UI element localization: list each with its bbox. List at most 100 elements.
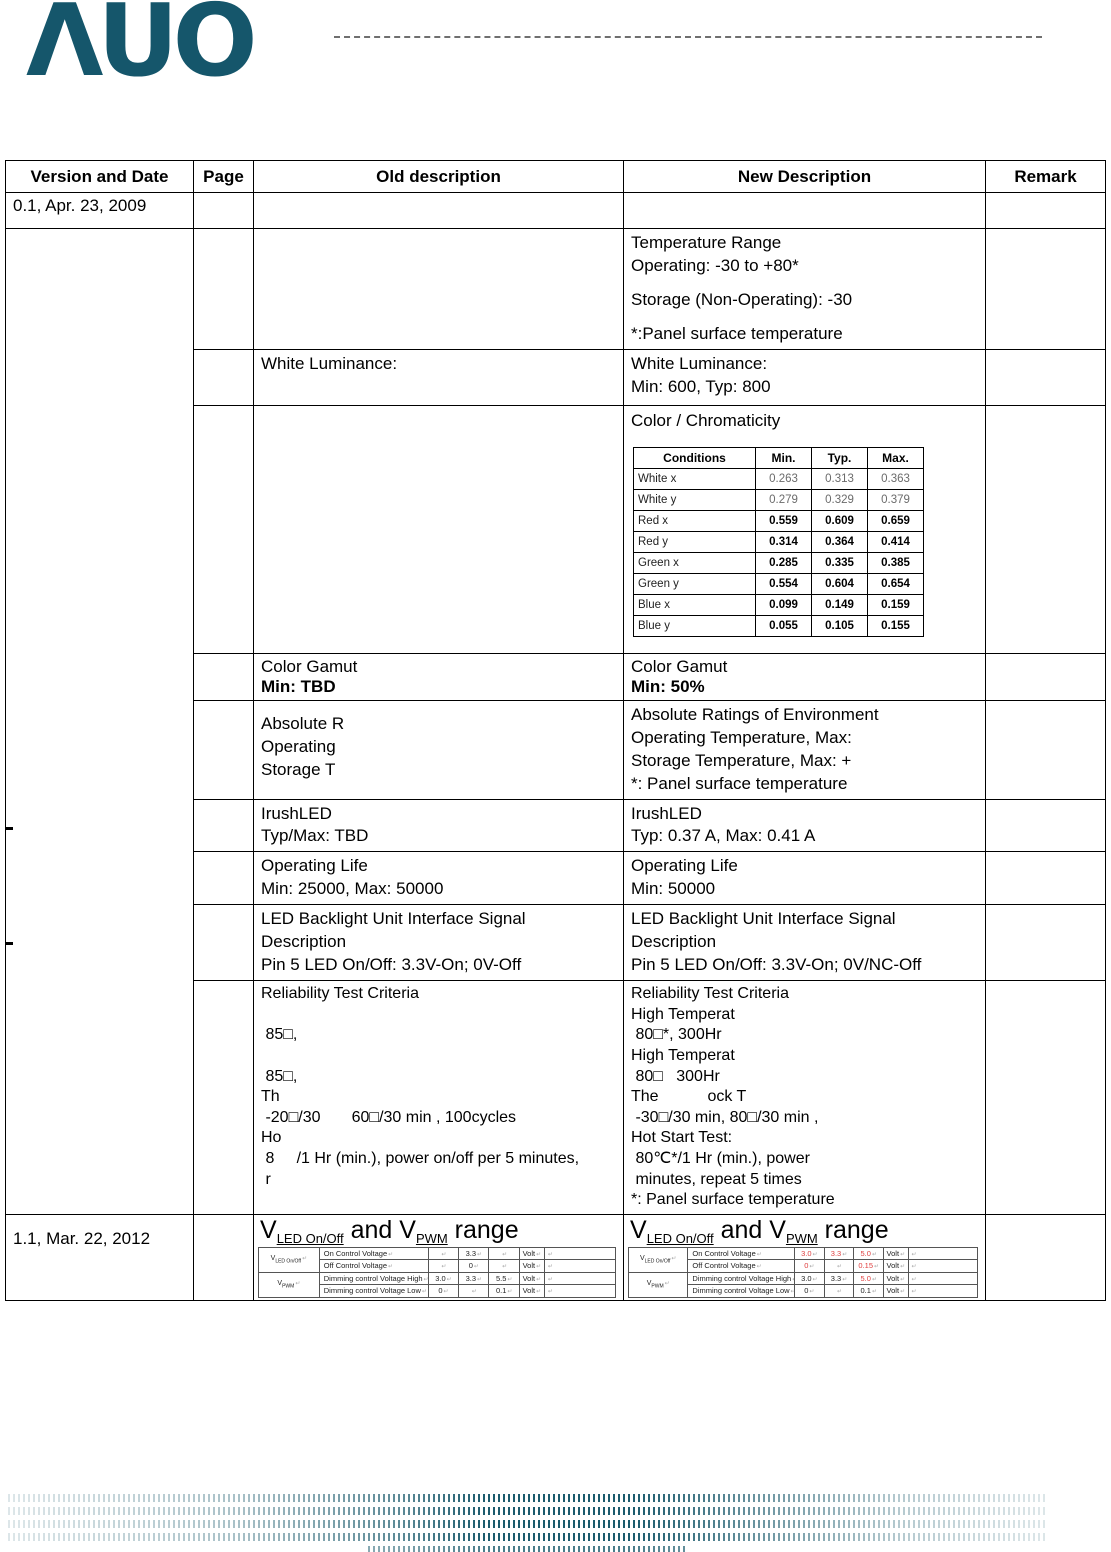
chromaticity-value: 0.099 — [755, 593, 812, 616]
vrange-value-text: 0.15 — [858, 1261, 874, 1271]
chromaticity-condition: Green x — [633, 551, 756, 574]
text-line: Typ/Max: TBD — [261, 826, 369, 846]
vrange-value: 3.3↵ — [458, 1271, 490, 1286]
page-cell — [193, 980, 254, 1215]
text-line: Pin 5 LED On/Off: 3.3V-On; 0V/NC-Off — [631, 955, 922, 975]
vrange-value-text: 3.3 — [465, 1273, 476, 1283]
new-desc-reliability: Reliability Test Criteria High Temperat 8… — [623, 980, 986, 1215]
old-desc-operating-life: Operating Life Min: 25000, Max: 50000 — [253, 851, 624, 906]
page-cell — [193, 348, 254, 406]
col-header-old: Old description — [253, 160, 624, 193]
chrom-col-conditions: Conditions — [633, 446, 756, 469]
text-line: High Temperat — [631, 1005, 735, 1023]
vrange-value-text: Volt — [522, 1261, 536, 1271]
text-line: r — [261, 1170, 271, 1188]
text-line: 85□, — [261, 1067, 298, 1085]
return-mark: ↵ — [547, 1264, 553, 1271]
text-line: Storage T — [261, 759, 336, 779]
vrange-value-text: 0 — [468, 1261, 473, 1271]
chromaticity-condition: Green y — [633, 572, 756, 595]
old-desc-led-backlight: LED Backlight Unit Interface Signal Descr… — [253, 904, 624, 982]
chromaticity-value: 0.559 — [755, 509, 812, 532]
return-mark: ↵ — [900, 1264, 906, 1271]
old-desc-absolute: Absolute R Operating Storage T — [253, 699, 624, 800]
remark-cell — [985, 192, 1106, 229]
page-cell — [193, 404, 254, 654]
vrange-value-text: Volt — [522, 1286, 536, 1296]
text-line: Description — [631, 932, 717, 952]
chromaticity-row: Red x 0.559 0.609 0.659 — [633, 509, 924, 532]
text-line: Operating Life — [261, 856, 368, 876]
page-cell — [193, 798, 254, 853]
return-mark: ↵ — [900, 1289, 906, 1296]
text-line: White Luminance: — [631, 353, 768, 373]
vrange-parameter: Dimming control Voltage Low↵ — [318, 1284, 429, 1298]
chromaticity-value: 0.609 — [811, 509, 868, 532]
chromaticity-condition: Red y — [633, 530, 756, 553]
return-mark: ↵ — [842, 1251, 848, 1258]
chromaticity-value: 0.149 — [811, 593, 868, 616]
text-line: Pin 5 LED On/Off: 3.3V-On; 0V-Off — [261, 955, 522, 975]
return-mark: ↵ — [756, 1251, 762, 1258]
text-line: 80□*, 300Hr — [631, 1026, 722, 1044]
return-mark: ↵ — [536, 1264, 542, 1271]
return-mark: ↵ — [791, 1289, 794, 1295]
old-desc-cell — [253, 192, 624, 229]
chromaticity-title: Color / Chromaticity — [631, 410, 781, 430]
remark-cell — [985, 904, 1106, 982]
vrange-group-label: VPWM↵ — [258, 1271, 320, 1298]
vrange-value: ↵ — [823, 1284, 855, 1298]
text-line: Min: 50000 — [631, 879, 716, 899]
page-cell — [193, 699, 254, 800]
vrange-note: ↵ — [543, 1246, 617, 1261]
vrange-value-text: Volt — [886, 1261, 900, 1271]
row-led-backlight: LED Backlight Unit Interface Signal Descr… — [6, 904, 1106, 982]
vrange-value-text: 0.1 — [860, 1286, 871, 1296]
return-mark: ↵ — [446, 1276, 452, 1283]
return-mark: ↵ — [477, 1251, 483, 1258]
new-desc-color-gamut: Color Gamut Min: 50% — [623, 652, 986, 701]
chromaticity-value: 0.159 — [867, 593, 924, 616]
return-mark: ↵ — [507, 1276, 513, 1283]
return-mark: ↵ — [547, 1289, 553, 1296]
vrange-value-text: 3.0 — [801, 1248, 812, 1258]
text-line: *:Panel surface temperature — [631, 323, 843, 343]
vrange-value-text: Volt — [886, 1248, 900, 1258]
text-line: Absolute Ratings of Environment — [631, 704, 879, 724]
old-desc-vrange: VLED On/Off and VPWM range VLED On/Off↵ O… — [253, 1213, 624, 1301]
text-line: *: Panel surface temperature — [631, 773, 848, 793]
text-line: Operating: -30 to +80* — [631, 255, 799, 275]
text-line: Ho — [261, 1129, 282, 1147]
return-mark: ↵ — [423, 1276, 429, 1283]
chromaticity-value: 0.659 — [867, 509, 924, 532]
vrange-value: ↵ — [823, 1259, 855, 1273]
vrange-row: Off Control Voltage↵ ↵ 0↵ ↵ Volt↵ ↵ — [259, 1259, 617, 1273]
text-line: High Temperat — [631, 1046, 735, 1064]
version-0-1: 0.1, Apr. 23, 2009 — [5, 192, 194, 229]
page-cell — [193, 652, 254, 701]
old-gamut-value: Min: TBD — [261, 676, 336, 696]
return-mark: ↵ — [874, 1264, 880, 1271]
return-mark: ↵ — [756, 1264, 762, 1271]
tick-fade-overlay — [8, 1494, 1048, 1552]
return-mark: ↵ — [507, 1289, 513, 1296]
remark-cell — [985, 404, 1106, 654]
return-mark: ↵ — [871, 1289, 877, 1296]
vrange-parameter: Off Control Voltage↵ — [687, 1259, 795, 1273]
return-mark: ↵ — [911, 1276, 917, 1283]
vrange-group-subscript: PWM — [282, 1283, 295, 1290]
vrange-parameter: Dimming control Voltage Low↵ — [687, 1284, 795, 1298]
page-cell — [193, 228, 254, 350]
text-line: minutes, repeat 5 times — [631, 1170, 802, 1188]
vrange-value: ↵ — [488, 1246, 520, 1261]
row-absolute-ratings: Absolute R Operating Storage T Absolute Ra… — [6, 699, 1106, 800]
return-mark: ↵ — [421, 1289, 427, 1296]
new-desc-operating-life: Operating Life Min: 50000 — [623, 851, 986, 906]
return-mark: ↵ — [911, 1251, 917, 1258]
vrange-value-text: Volt — [522, 1248, 536, 1258]
chromaticity-value: 0.385 — [867, 551, 924, 574]
return-mark: ↵ — [871, 1251, 877, 1258]
text-line: IrushLED — [631, 803, 702, 823]
return-mark: ↵ — [871, 1276, 877, 1283]
text-line: Th — [261, 1088, 280, 1106]
